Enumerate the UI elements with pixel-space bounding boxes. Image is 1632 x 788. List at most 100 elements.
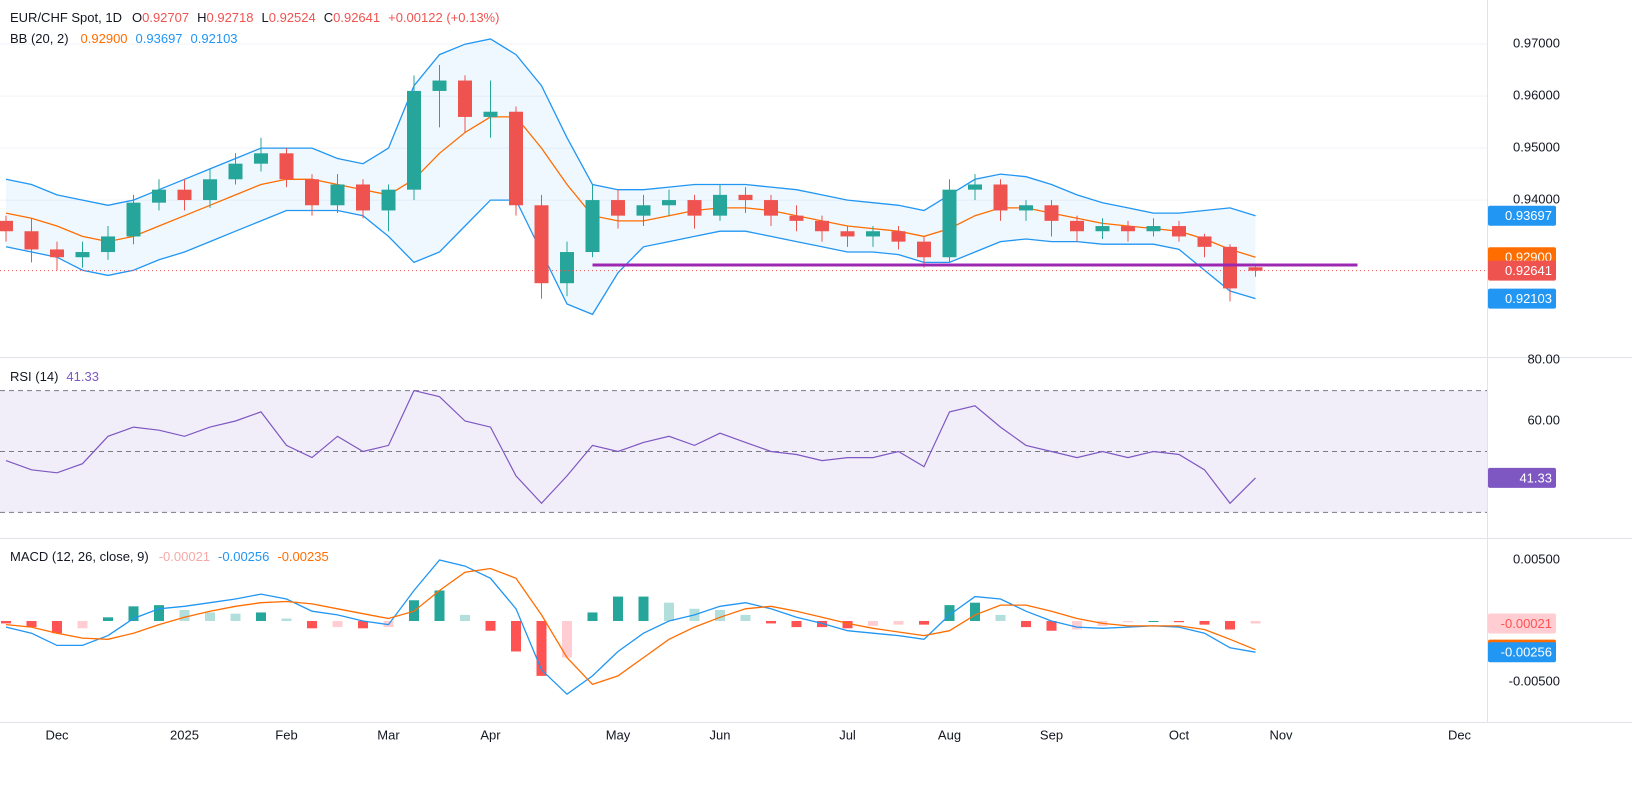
histogram-bar <box>256 612 266 621</box>
candle-body <box>1248 267 1263 271</box>
histogram-bar <box>52 620 62 634</box>
histogram-bar <box>307 620 317 629</box>
rsi-badge-bg <box>1488 467 1556 488</box>
candle-body <box>1019 205 1033 211</box>
legend-item: 0.92900 <box>81 31 128 46</box>
histogram-bar <box>77 620 88 629</box>
price-badge-bg <box>1488 260 1556 281</box>
x-tick-label: Sep <box>1040 727 1063 742</box>
histogram-bar <box>562 620 572 658</box>
y-tick-label: 60.00 <box>1527 412 1560 427</box>
legend-item: 41.33 <box>66 369 99 384</box>
x-tick-label: May <box>606 727 631 742</box>
histogram-bar <box>613 596 623 621</box>
histogram-bar <box>1021 620 1031 628</box>
legend-item: EUR/CHF Spot, 1D <box>10 10 122 25</box>
histogram-bar <box>26 620 37 628</box>
price-badge: 0.92641 <box>1505 263 1552 278</box>
macd-badge-bg <box>1488 642 1556 663</box>
candle-body <box>279 153 294 180</box>
candle-body <box>152 189 166 203</box>
candle-body <box>432 80 447 91</box>
legend-item: 0.92524 <box>269 10 316 25</box>
macd-badge: -0.00256 <box>1501 645 1552 660</box>
rsi-line <box>5 389 1256 505</box>
lower-badge: 0.92103 <box>1505 291 1552 306</box>
candle-body <box>1197 236 1212 247</box>
histogram-bar <box>868 620 878 626</box>
candle-body <box>585 200 600 253</box>
histogram-bar <box>1123 620 1133 623</box>
candle-body <box>840 231 855 237</box>
candle-body <box>917 241 931 258</box>
legend-item: -0.00021 <box>159 549 210 564</box>
histogram-badge-bg <box>1488 613 1556 634</box>
candle-body <box>509 111 523 206</box>
candle-body <box>1095 226 1110 232</box>
histogram-bar <box>205 612 215 621</box>
histogram-bar <box>995 614 1006 621</box>
histogram-bar <box>893 620 904 625</box>
histogram-bar <box>485 620 496 631</box>
x-tick-label: Oct <box>1169 727 1190 742</box>
candle-body <box>330 184 345 206</box>
candle-body <box>968 184 982 190</box>
y-tick-label: 0.95000 <box>1513 140 1560 155</box>
histogram-bar <box>230 613 241 621</box>
candle-body <box>815 220 829 232</box>
candle-body <box>1121 226 1135 232</box>
histogram-bar <box>944 605 955 621</box>
histogram-bar <box>842 620 853 629</box>
candle-body <box>126 202 141 237</box>
macd-line <box>5 559 1256 696</box>
candle-body <box>891 231 906 242</box>
histogram-badge: -0.00021 <box>1501 616 1552 631</box>
histogram-bar <box>1072 620 1082 630</box>
histogram-bar <box>1250 620 1261 624</box>
legend-line: MACD (12, 26, close, 9) -0.00021 -0.00256-… <box>10 549 329 564</box>
candle-body <box>177 189 192 201</box>
candle-body <box>24 231 39 250</box>
band-fill <box>6 38 1256 315</box>
histogram-bar <box>919 620 929 625</box>
rsi-badge: 41.33 <box>1519 470 1552 485</box>
candle-body <box>228 163 243 180</box>
candle-body <box>483 111 498 117</box>
histogram-bar <box>511 620 521 652</box>
legend-item: L <box>262 10 269 25</box>
candle-body <box>1044 205 1059 221</box>
candle-body <box>50 249 64 258</box>
histogram-bar <box>1 620 11 624</box>
histogram-bar <box>638 596 649 621</box>
legend-item: H <box>197 10 206 25</box>
histogram-bar <box>1225 620 1235 630</box>
legend-item: C <box>324 10 333 25</box>
legend-item: 0.92707 <box>142 10 189 25</box>
candle-body <box>1223 246 1237 289</box>
histogram-bar <box>1046 620 1057 631</box>
band-line <box>5 199 1256 316</box>
histogram-bar <box>1199 620 1210 625</box>
candle-body <box>611 200 625 216</box>
legend-item: RSI (14) <box>10 369 58 384</box>
y-tick-label: 80.00 <box>1527 352 1560 367</box>
histogram-bar <box>664 602 674 621</box>
lower-badge-bg <box>1488 288 1556 309</box>
legend-item: 0.92641 <box>333 10 380 25</box>
candle-body <box>203 179 217 201</box>
candle-body <box>942 189 957 258</box>
y-tick-label: 0.96000 <box>1513 88 1560 103</box>
histogram-bar <box>715 610 725 621</box>
histogram-bar <box>1148 620 1159 622</box>
band-line <box>5 38 1256 217</box>
candle-body <box>534 205 549 284</box>
histogram-bar <box>587 612 598 621</box>
x-tick-label: 2025 <box>170 727 199 742</box>
histogram-bar <box>179 610 190 621</box>
candle-body <box>458 80 472 117</box>
candle-body <box>993 184 1008 211</box>
x-tick-label: Apr <box>480 727 501 742</box>
histogram-bar <box>740 614 751 621</box>
